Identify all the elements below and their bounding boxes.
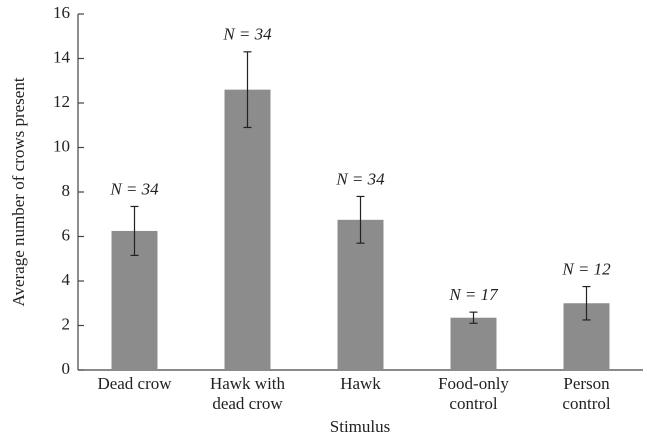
y-tick-label: 0: [62, 359, 71, 378]
x-tick-label: control: [449, 394, 497, 413]
x-tick-label: control: [562, 394, 610, 413]
x-tick-label: Hawk with: [210, 374, 286, 393]
x-tick-label: Food-only: [438, 374, 509, 393]
x-tick-label: dead crow: [212, 394, 283, 413]
x-axis-label: Stimulus: [330, 417, 390, 436]
x-tick-label: Person: [563, 374, 610, 393]
annotation: N = 34: [335, 169, 385, 188]
y-tick-label: 2: [62, 314, 71, 333]
annotation: N = 34: [222, 25, 272, 44]
annotation: N = 12: [561, 259, 611, 278]
y-tick-label: 8: [62, 181, 71, 200]
bar: [450, 317, 497, 370]
y-tick-label: 14: [53, 47, 71, 66]
y-tick-label: 16: [53, 3, 70, 22]
bar: [224, 89, 271, 371]
x-tick-label: Hawk: [340, 374, 381, 393]
annotation: N = 34: [109, 179, 159, 198]
y-tick-label: 12: [53, 92, 70, 111]
bar: [337, 219, 384, 370]
y-tick-label: 10: [53, 136, 70, 155]
y-tick-label: 4: [62, 270, 71, 289]
y-tick-label: 6: [62, 225, 71, 244]
x-tick-label: Dead crow: [97, 374, 172, 393]
y-axis-label: Average number of crows present: [9, 77, 28, 306]
annotation: N = 17: [448, 285, 499, 304]
